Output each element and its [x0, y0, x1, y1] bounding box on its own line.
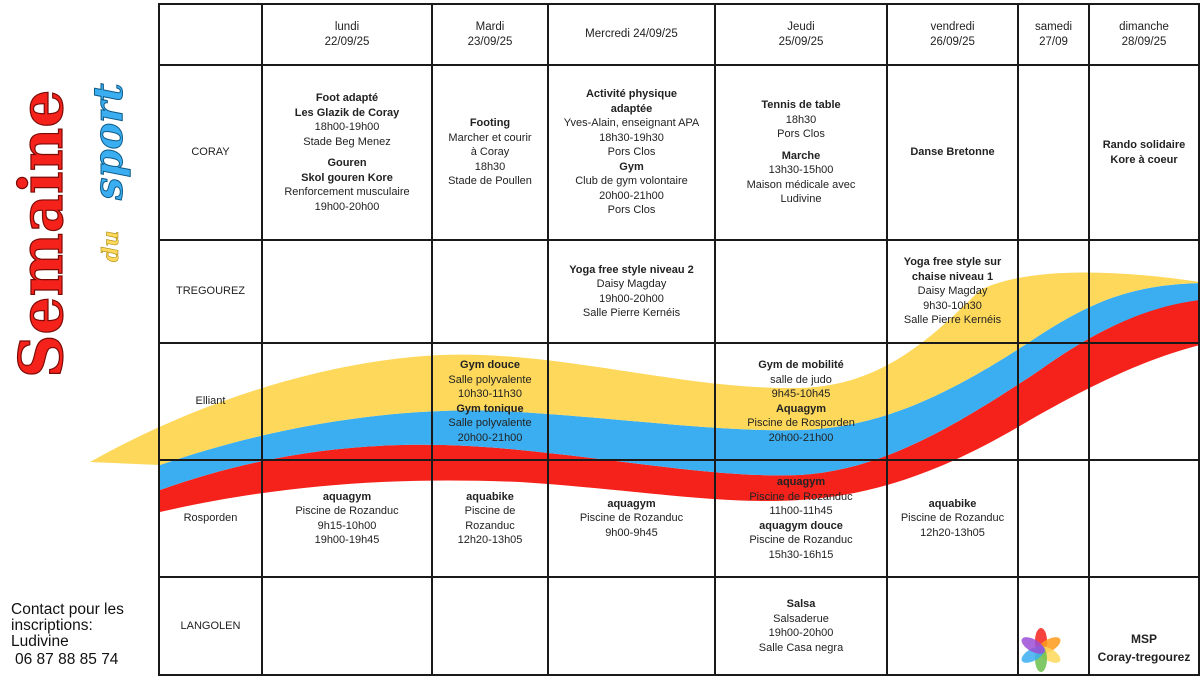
day-header-vendredi: vendredi 26/09/25: [886, 3, 1019, 66]
activity-langolen-mardi: [431, 576, 549, 676]
activity-langolen-jeudi: Salsa Salsaderue 19h00-20h00 Salle Casa ne…: [714, 576, 888, 676]
town-coray: CORAY: [158, 64, 263, 241]
title-sport: sport: [85, 83, 132, 201]
town-langolen: LANGOLEN: [158, 576, 263, 676]
day-header-jeudi: Jeudi 25/09/25: [714, 3, 888, 66]
activity-tregourez-mardi: [431, 239, 549, 344]
activity-rosporden-mercredi: aquagym Piscine de Rozanduc 9h00-9h45: [547, 459, 716, 578]
activity-rosporden-lundi: aquagym Piscine de Rozanduc 9h15-10h00 19h…: [261, 459, 433, 578]
activity-rosporden-jeudi: aquagym Piscine de Rozanduc 11h00-11h45 aq…: [714, 459, 888, 578]
activity-tregourez-lundi: [261, 239, 433, 344]
day-header-lundi: lundi 22/09/25: [261, 3, 433, 66]
town-tregourez: TREGOUREZ: [158, 239, 263, 344]
activity-rosporden-vendredi: aquabike Piscine de Rozanduc 12h20-13h05: [886, 459, 1019, 578]
activity-rosporden-mardi: aquabike Piscine de Rozanduc 12h20-13h05: [431, 459, 549, 578]
row-elliant: Elliant Gym douce Salle polyvalente 10h30…: [158, 342, 1200, 461]
activity-tregourez-samedi: [1017, 239, 1090, 344]
msp-cell: MSP Coray-tregourez: [1088, 576, 1200, 676]
activity-elliant-mercredi: [547, 342, 716, 461]
activity-elliant-dimanche: [1088, 342, 1200, 461]
contact-phone[interactable]: 06 87 88 85 74: [15, 651, 119, 668]
activity-langolen-lundi: [261, 576, 433, 676]
msp-name: MSP: [1130, 632, 1157, 646]
contact-line-2: inscriptions:: [11, 617, 93, 634]
activity-rosporden-dimanche: [1088, 459, 1200, 578]
row-tregourez: TREGOUREZ Yoga free style niveau 2 Daisy …: [158, 239, 1200, 344]
weekly-schedule-table: lundi 22/09/25 Mardi 23/09/25 Mercredi 24/…: [158, 3, 1200, 676]
title-du: du: [98, 231, 124, 262]
row-coray: CORAY Foot adapté Les Glazik de Coray 18h…: [158, 64, 1200, 241]
town-elliant: Elliant: [158, 342, 263, 461]
activity-rosporden-samedi: [1017, 459, 1090, 578]
contact-name: Ludivine: [11, 633, 69, 650]
activity-coray-dimanche: Rando solidaire Kore à coeur: [1088, 64, 1200, 241]
activity-tregourez-jeudi: [714, 239, 888, 344]
msp-location: Coray-tregourez: [1097, 650, 1191, 664]
activity-elliant-jeudi: Gym de mobilité salle de judo 9h45-10h45 A…: [714, 342, 888, 461]
activity-tregourez-vendredi: Yoga free style sur chaise niveau 1 Daisy…: [886, 239, 1019, 344]
event-title: Semaine du sport: [6, 82, 132, 378]
town-rosporden: Rosporden: [158, 459, 263, 578]
day-header-dimanche: dimanche 28/09/25: [1088, 3, 1200, 66]
title-semaine: Semaine: [7, 90, 77, 378]
activity-coray-vendredi: Danse Bretonne: [886, 64, 1019, 241]
activity-tregourez-mercredi: Yoga free style niveau 2 Daisy Magday 19h…: [547, 239, 716, 344]
activity-coray-samedi: [1017, 64, 1090, 241]
contact-line-1: Contact pour les: [11, 601, 124, 618]
activity-coray-lundi: Foot adapté Les Glazik de Coray 18h00-19h…: [261, 64, 433, 241]
activity-elliant-lundi: [261, 342, 433, 461]
activity-elliant-samedi: [1017, 342, 1090, 461]
header-row: lundi 22/09/25 Mardi 23/09/25 Mercredi 24/…: [158, 3, 1200, 66]
activity-elliant-vendredi: [886, 342, 1019, 461]
contact-info: Contact pour les inscriptions: Ludivine …: [11, 602, 161, 668]
day-header-mercredi: Mercredi 24/09/25: [547, 3, 716, 66]
activity-langolen-mercredi: [547, 576, 716, 676]
activity-coray-jeudi: Tennis de table 18h30 Pors Clos Marche 13h…: [714, 64, 888, 241]
row-rosporden: Rosporden aquagym Piscine de Rozanduc 9h1…: [158, 459, 1200, 578]
corner-cell: [158, 3, 263, 66]
day-header-samedi: samedi 27/09: [1017, 3, 1090, 66]
activity-elliant-mardi: Gym douce Salle polyvalente 10h30-11h30 Gy…: [431, 342, 549, 461]
activity-langolen-vendredi: [886, 576, 1019, 676]
colorful-hands-icon: [1021, 628, 1061, 672]
activity-coray-mardi: Footing Marcher et courir à Coray 18h30 St…: [431, 64, 549, 241]
activity-tregourez-dimanche: [1088, 239, 1200, 344]
day-header-mardi: Mardi 23/09/25: [431, 3, 549, 66]
activity-coray-mercredi: Activité physique adaptée Yves-Alain, ens…: [547, 64, 716, 241]
